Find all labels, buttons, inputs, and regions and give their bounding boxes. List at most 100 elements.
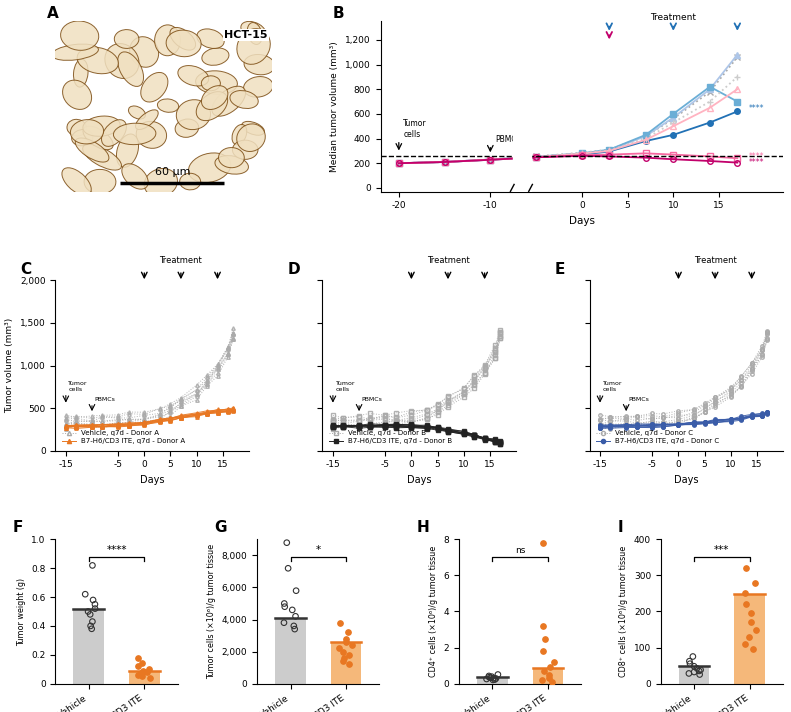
Point xyxy=(742,480,755,491)
Point xyxy=(484,672,497,684)
Ellipse shape xyxy=(212,86,245,116)
Ellipse shape xyxy=(154,25,180,56)
Point xyxy=(487,672,500,684)
Point xyxy=(278,598,290,609)
Point xyxy=(683,656,696,667)
Ellipse shape xyxy=(242,121,264,135)
Ellipse shape xyxy=(72,130,93,146)
Ellipse shape xyxy=(118,52,143,86)
Text: A: A xyxy=(47,6,59,21)
Point xyxy=(144,672,157,684)
Point xyxy=(687,651,699,662)
X-axis label: Days: Days xyxy=(407,475,431,485)
Point xyxy=(131,669,144,681)
Y-axis label: CD4⁺ cells (×10⁶)/g tumor tissue: CD4⁺ cells (×10⁶)/g tumor tissue xyxy=(429,546,438,677)
Ellipse shape xyxy=(195,70,237,95)
Ellipse shape xyxy=(51,44,98,61)
Bar xyxy=(513,21,532,192)
Ellipse shape xyxy=(128,106,146,119)
Point xyxy=(483,671,495,683)
Point xyxy=(89,603,101,614)
Point xyxy=(538,665,551,676)
Text: B: B xyxy=(332,6,344,21)
Point xyxy=(693,665,706,676)
Point xyxy=(89,599,101,610)
Ellipse shape xyxy=(105,43,139,78)
Ellipse shape xyxy=(136,121,167,148)
Ellipse shape xyxy=(62,168,91,195)
Text: PBMCs: PBMCs xyxy=(495,135,520,144)
Y-axis label: Tumor volume (mm³): Tumor volume (mm³) xyxy=(6,318,14,413)
Y-axis label: Tumor weight (g): Tumor weight (g) xyxy=(17,577,26,646)
Text: ns: ns xyxy=(515,546,525,555)
Ellipse shape xyxy=(188,153,231,182)
Ellipse shape xyxy=(237,28,271,64)
Bar xyxy=(331,642,361,684)
Point xyxy=(740,599,752,610)
Point xyxy=(290,611,302,622)
Text: Tumor
cells: Tumor cells xyxy=(335,381,355,392)
Text: ****: **** xyxy=(748,158,764,167)
Point xyxy=(544,661,557,673)
Point xyxy=(278,617,290,629)
Point xyxy=(290,585,302,597)
Y-axis label: Tumor cells (×10⁶)/g tumor tissue: Tumor cells (×10⁶)/g tumor tissue xyxy=(207,544,216,679)
Text: ****: **** xyxy=(748,105,764,113)
Legend: Vehicle, q7d - Donor A, B7-H6/CD3 ITE, q7d - Donor A: Vehicle, q7d - Donor A, B7-H6/CD3 ITE, q… xyxy=(59,427,188,447)
Point xyxy=(543,669,555,680)
Point xyxy=(483,670,495,681)
Text: Treatment: Treatment xyxy=(694,256,736,266)
Ellipse shape xyxy=(176,100,210,130)
Text: Treatment: Treatment xyxy=(426,256,469,266)
Point xyxy=(333,643,346,654)
Point xyxy=(546,676,558,687)
Ellipse shape xyxy=(178,66,209,86)
Point xyxy=(132,652,145,664)
Ellipse shape xyxy=(130,37,159,67)
Text: Tumor
cells: Tumor cells xyxy=(403,119,427,139)
Ellipse shape xyxy=(144,169,177,197)
Point xyxy=(140,666,153,678)
Text: F: F xyxy=(13,520,23,535)
Ellipse shape xyxy=(62,80,92,110)
Point xyxy=(289,624,301,635)
Ellipse shape xyxy=(175,119,199,137)
Ellipse shape xyxy=(77,47,119,74)
Point xyxy=(694,669,706,680)
Ellipse shape xyxy=(180,173,201,190)
Point xyxy=(132,661,145,672)
Point xyxy=(136,665,149,676)
Point xyxy=(486,671,498,682)
Point xyxy=(543,672,555,684)
Ellipse shape xyxy=(82,145,122,170)
Point xyxy=(691,663,703,674)
X-axis label: Days: Days xyxy=(569,216,595,226)
Point xyxy=(142,664,155,675)
Point xyxy=(336,646,349,657)
Point xyxy=(490,673,502,684)
Text: Tumor
cells: Tumor cells xyxy=(69,381,88,392)
Ellipse shape xyxy=(83,116,120,136)
Point xyxy=(744,617,757,628)
Point xyxy=(489,674,501,685)
Point xyxy=(536,674,548,686)
Point xyxy=(744,607,757,619)
Point xyxy=(538,633,551,644)
Point xyxy=(278,601,291,612)
Text: PBMCs: PBMCs xyxy=(629,397,649,402)
Bar xyxy=(477,677,508,684)
Point xyxy=(86,616,99,627)
Point xyxy=(747,644,759,655)
Ellipse shape xyxy=(237,124,265,152)
Ellipse shape xyxy=(141,73,168,102)
Ellipse shape xyxy=(101,120,127,147)
Bar xyxy=(679,666,710,684)
Point xyxy=(537,538,550,549)
Point xyxy=(287,620,300,632)
Point xyxy=(346,639,358,651)
Point xyxy=(84,609,97,620)
Ellipse shape xyxy=(232,125,247,145)
Bar xyxy=(735,595,765,684)
Point xyxy=(281,537,293,548)
Text: C: C xyxy=(21,261,32,276)
